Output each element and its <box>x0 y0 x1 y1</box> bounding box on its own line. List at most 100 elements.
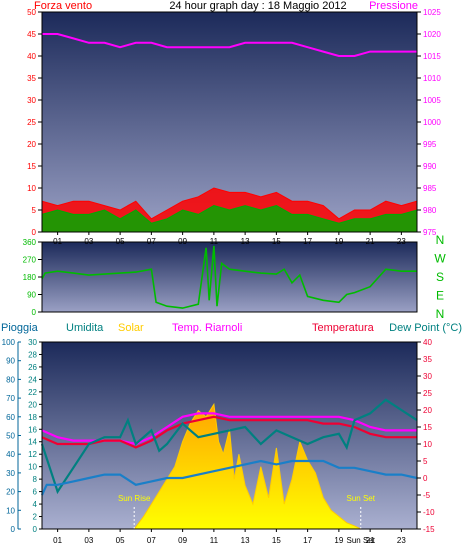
humidity-tick-label: 30 <box>28 338 37 347</box>
wind-axis-label: Forza vento <box>34 0 92 12</box>
rain-tick-label: 80 <box>6 375 15 384</box>
x-tick-label: 07 <box>147 237 156 246</box>
temperature-tick-label: 25 <box>423 389 432 398</box>
temperature-tick-label: 35 <box>423 355 432 364</box>
panel3-frame <box>41 341 418 530</box>
humidity-line <box>40 398 418 495</box>
wind-tick-label: 25 <box>27 118 36 127</box>
wind-tick-label: 5 <box>32 206 37 215</box>
temperature-tick-label: 20 <box>423 406 432 415</box>
pressure-tick-label: 1015 <box>423 52 441 61</box>
wind-tick-label: 45 <box>27 30 36 39</box>
temperature-tick-label: 0 <box>423 474 428 483</box>
wind-tick-label: 20 <box>27 140 36 149</box>
rain-tick-label: 30 <box>6 469 15 478</box>
x-tick-label: 23 <box>397 536 406 545</box>
humidity-tick-label: 28 <box>28 350 37 359</box>
x-tick-label: 05 <box>116 237 125 246</box>
legend-temperatura: Temperatura <box>312 322 375 334</box>
wind-tick-label: 50 <box>27 8 36 17</box>
humidity-tick-label: 10 <box>28 463 37 472</box>
pressure-tick-label: 1020 <box>423 30 441 39</box>
sun-rise-label: Sun Rise <box>118 494 151 503</box>
dew-point-line <box>41 459 418 496</box>
direction-tick-label: 90 <box>27 291 36 300</box>
pressure-tick-label: 1000 <box>423 118 441 127</box>
compass-label: N <box>436 233 445 247</box>
humidity-tick-label: 14 <box>28 438 37 447</box>
x-tick-label: 15 <box>272 237 281 246</box>
temperature-tick-label: -15 <box>423 525 435 534</box>
pressure-tick-label: 995 <box>423 140 437 149</box>
pressure-tick-label: 1005 <box>423 96 441 105</box>
pressure-tick-label: 1025 <box>423 8 441 17</box>
legend-pioggia: Pioggia <box>1 322 39 334</box>
compass-label: S <box>436 270 444 284</box>
x-tick-label: 09 <box>178 536 187 545</box>
wind-tick-label: 15 <box>27 162 36 171</box>
pressure-tick-label: 985 <box>423 184 437 193</box>
x-tick-label: 05 <box>116 536 125 545</box>
panel2-background <box>42 242 417 312</box>
rain-tick-label: 100 <box>2 338 16 347</box>
sun-set-label: Sun Set <box>347 494 376 503</box>
direction-tick-label: 270 <box>23 256 37 265</box>
temperature-tick-label: 5 <box>423 457 428 466</box>
pressure-tick-label: 1010 <box>423 74 441 83</box>
x-tick-label: 23 <box>397 237 406 246</box>
wind-tick-label: 35 <box>27 74 36 83</box>
rain-tick-label: 60 <box>6 413 15 422</box>
wind-tick-label: 40 <box>27 52 36 61</box>
wind-tick-label: 10 <box>27 184 36 193</box>
x-tick-label: 13 <box>241 536 250 545</box>
temperature-tick-label: 15 <box>423 423 432 432</box>
humidity-tick-label: 2 <box>33 513 38 522</box>
humidity-tick-label: 20 <box>28 400 37 409</box>
humidity-tick-label: 16 <box>28 425 37 434</box>
temperature-line <box>41 415 417 449</box>
compass-label: N <box>436 307 445 321</box>
humidity-tick-label: 24 <box>28 375 37 384</box>
rain-tick-label: 20 <box>6 488 15 497</box>
humidity-tick-label: 18 <box>28 413 37 422</box>
temperature-tick-label: -10 <box>423 508 435 517</box>
humidity-tick-label: 22 <box>28 388 37 397</box>
rain-tick-label: 10 <box>6 506 15 515</box>
x-tick-label: 17 <box>303 536 312 545</box>
pressure-axis-label: Pressione <box>369 0 418 12</box>
wind-tick-label: 0 <box>32 228 37 237</box>
x-tick-label: 09 <box>178 237 187 246</box>
sun-set-axis-label: Sun Set <box>347 536 376 545</box>
direction-tick-label: 360 <box>23 238 37 247</box>
humidity-tick-label: 26 <box>28 363 37 372</box>
x-tick-label: 19 <box>334 237 343 246</box>
rain-tick-label: 40 <box>6 450 15 459</box>
chart-title: 24 hour graph day : 18 Maggio 2012 <box>169 0 346 12</box>
x-tick-label: 01 <box>53 536 62 545</box>
temperature-tick-label: 40 <box>423 338 432 347</box>
axes-and-labels: 0510152025303540455097598098599099510001… <box>2 8 447 545</box>
humidity-tick-label: 6 <box>33 488 38 497</box>
humidity-tick-label: 4 <box>33 500 38 509</box>
wind-tick-label: 30 <box>27 96 36 105</box>
legend-temp-riarnoli: Temp. Riarnoli <box>172 322 242 334</box>
rain-tick-label: 50 <box>6 432 15 441</box>
temperature-tick-label: -5 <box>423 491 431 500</box>
x-tick-label: 11 <box>210 536 219 545</box>
x-tick-label: 01 <box>53 237 62 246</box>
legend-solar: Solar <box>118 322 144 334</box>
direction-tick-label: 0 <box>32 308 37 317</box>
legend-umidita: Umidita <box>66 322 104 334</box>
x-tick-label: 19 <box>334 536 343 545</box>
wind-direction-line <box>41 245 417 309</box>
temperature-tick-label: 30 <box>423 372 432 381</box>
x-tick-label: 21 <box>366 237 375 246</box>
temperature-tick-label: 10 <box>423 440 432 449</box>
x-tick-label: 03 <box>84 237 93 246</box>
rain-tick-label: 0 <box>11 525 16 534</box>
humidity-tick-label: 0 <box>33 525 38 534</box>
solar-area <box>42 402 417 530</box>
pressure-tick-label: 980 <box>423 206 437 215</box>
